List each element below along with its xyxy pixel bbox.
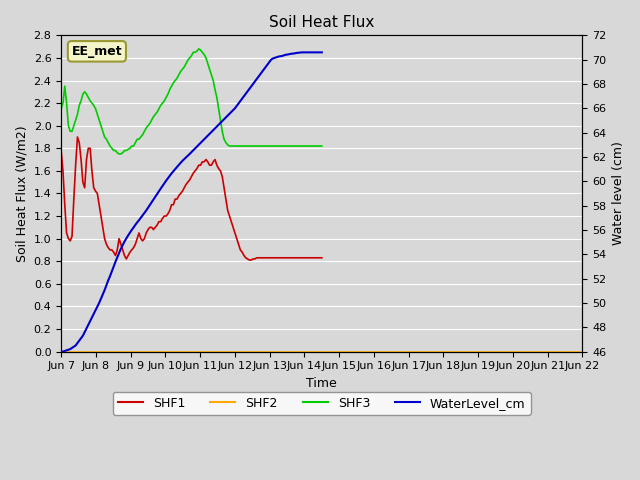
Y-axis label: Soil Heat Flux (W/m2): Soil Heat Flux (W/m2) [15, 125, 28, 262]
Text: EE_met: EE_met [72, 45, 122, 58]
Legend: SHF1, SHF2, SHF3, WaterLevel_cm: SHF1, SHF2, SHF3, WaterLevel_cm [113, 392, 531, 415]
X-axis label: Time: Time [307, 377, 337, 390]
Title: Soil Heat Flux: Soil Heat Flux [269, 15, 374, 30]
Y-axis label: Water level (cm): Water level (cm) [612, 142, 625, 245]
